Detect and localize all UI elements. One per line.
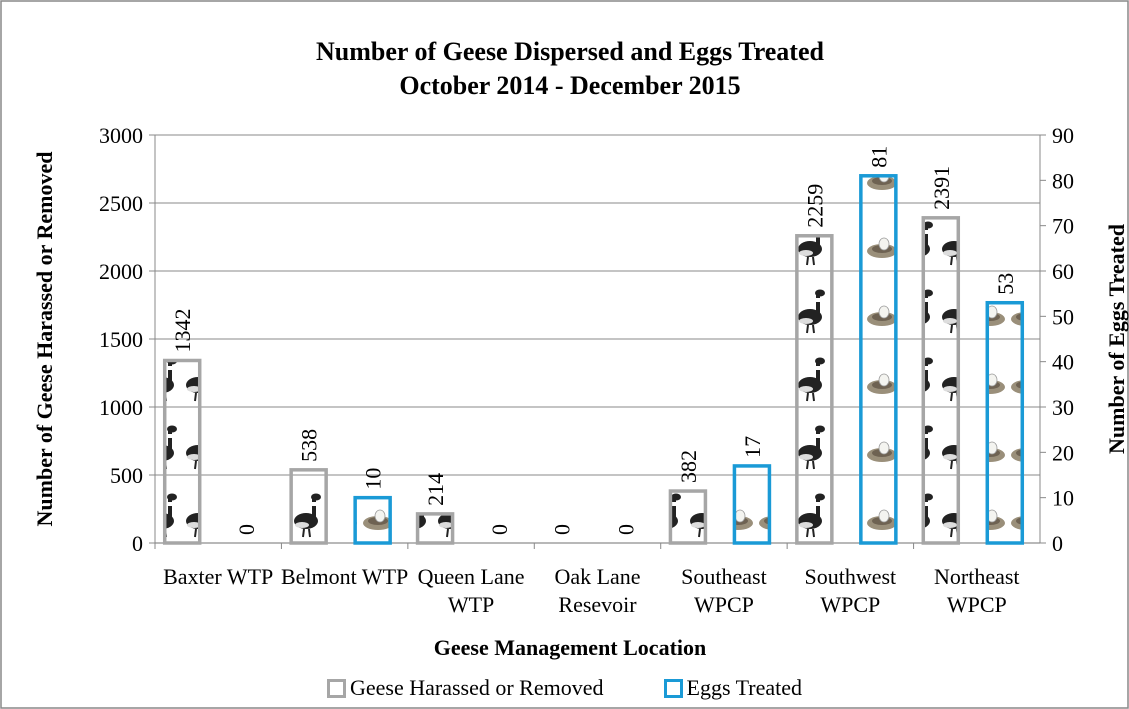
bar [291, 470, 326, 543]
value-label: 2259 [802, 184, 827, 228]
bar [355, 498, 390, 543]
y-tick-label: 3000 [99, 123, 143, 148]
legend-item: Eggs Treated [664, 675, 803, 701]
y2-tick-label: 80 [1052, 168, 1074, 193]
y2-axis-title: Number of Eggs Treated [1104, 224, 1129, 454]
value-label: 538 [297, 429, 322, 462]
chart-subtitle: October 2014 - December 2015 [399, 71, 740, 100]
bar [165, 360, 200, 543]
legend: Geese Harassed or Removed Eggs Treated [0, 675, 1129, 704]
x-tick-label: Southeast WPCP [660, 563, 788, 619]
value-label: 81 [866, 146, 891, 168]
value-label: 0 [234, 524, 259, 535]
value-label: 1342 [170, 308, 195, 352]
y-tick-label: 1000 [99, 395, 143, 420]
y-tick-label: 2500 [99, 191, 143, 216]
chart-title: Number of Geese Dispersed and Eggs Treat… [316, 37, 824, 66]
y-tick-label: 1500 [99, 327, 143, 352]
legend-swatch [327, 679, 346, 698]
y-tick-label: 500 [110, 463, 143, 488]
value-label: 2391 [929, 166, 954, 210]
value-label: 10 [361, 468, 386, 490]
y2-tick-label: 20 [1052, 440, 1074, 465]
legend-label: Eggs Treated [687, 675, 803, 701]
x-tick-label: Southwest WPCP [786, 563, 914, 619]
value-label: 382 [676, 450, 701, 483]
x-tick-label: Oak Lane Resevoir [534, 563, 662, 619]
value-label: 214 [423, 473, 448, 506]
value-label: 0 [614, 524, 639, 535]
x-axis-title: Geese Management Location [434, 635, 707, 660]
y-tick-label: 0 [132, 531, 143, 556]
legend-label: Geese Harassed or Removed [350, 675, 604, 701]
y-tick-label: 2000 [99, 259, 143, 284]
legend-swatch [664, 679, 683, 698]
x-tick-label: Queen Lane WTP [407, 563, 535, 619]
y2-tick-label: 30 [1052, 395, 1074, 420]
bar [670, 491, 705, 543]
x-tick-label: Baxter WTP [154, 563, 282, 591]
value-label: 0 [487, 524, 512, 535]
x-tick-label: Northeast WPCP [913, 563, 1041, 619]
bar [923, 218, 958, 543]
bar [734, 466, 769, 543]
y2-tick-label: 90 [1052, 123, 1074, 148]
y2-tick-label: 0 [1052, 531, 1063, 556]
bar [797, 236, 832, 543]
legend-item: Geese Harassed or Removed [327, 675, 604, 701]
chart: Number of Geese Dispersed and Eggs Treat… [0, 0, 1129, 709]
y2-tick-label: 10 [1052, 486, 1074, 511]
x-tick-label: Belmont WTP [281, 563, 409, 591]
y2-tick-label: 60 [1052, 259, 1074, 284]
y2-tick-label: 50 [1052, 304, 1074, 329]
value-label: 17 [740, 436, 765, 458]
y2-tick-label: 40 [1052, 350, 1074, 375]
value-label: 53 [993, 273, 1018, 295]
value-label: 0 [550, 524, 575, 535]
bar [861, 176, 896, 543]
bar [987, 303, 1022, 543]
y2-tick-label: 70 [1052, 214, 1074, 239]
bar [418, 514, 453, 543]
y-axis-title: Number of Geese Harassed or Removed [32, 152, 57, 527]
